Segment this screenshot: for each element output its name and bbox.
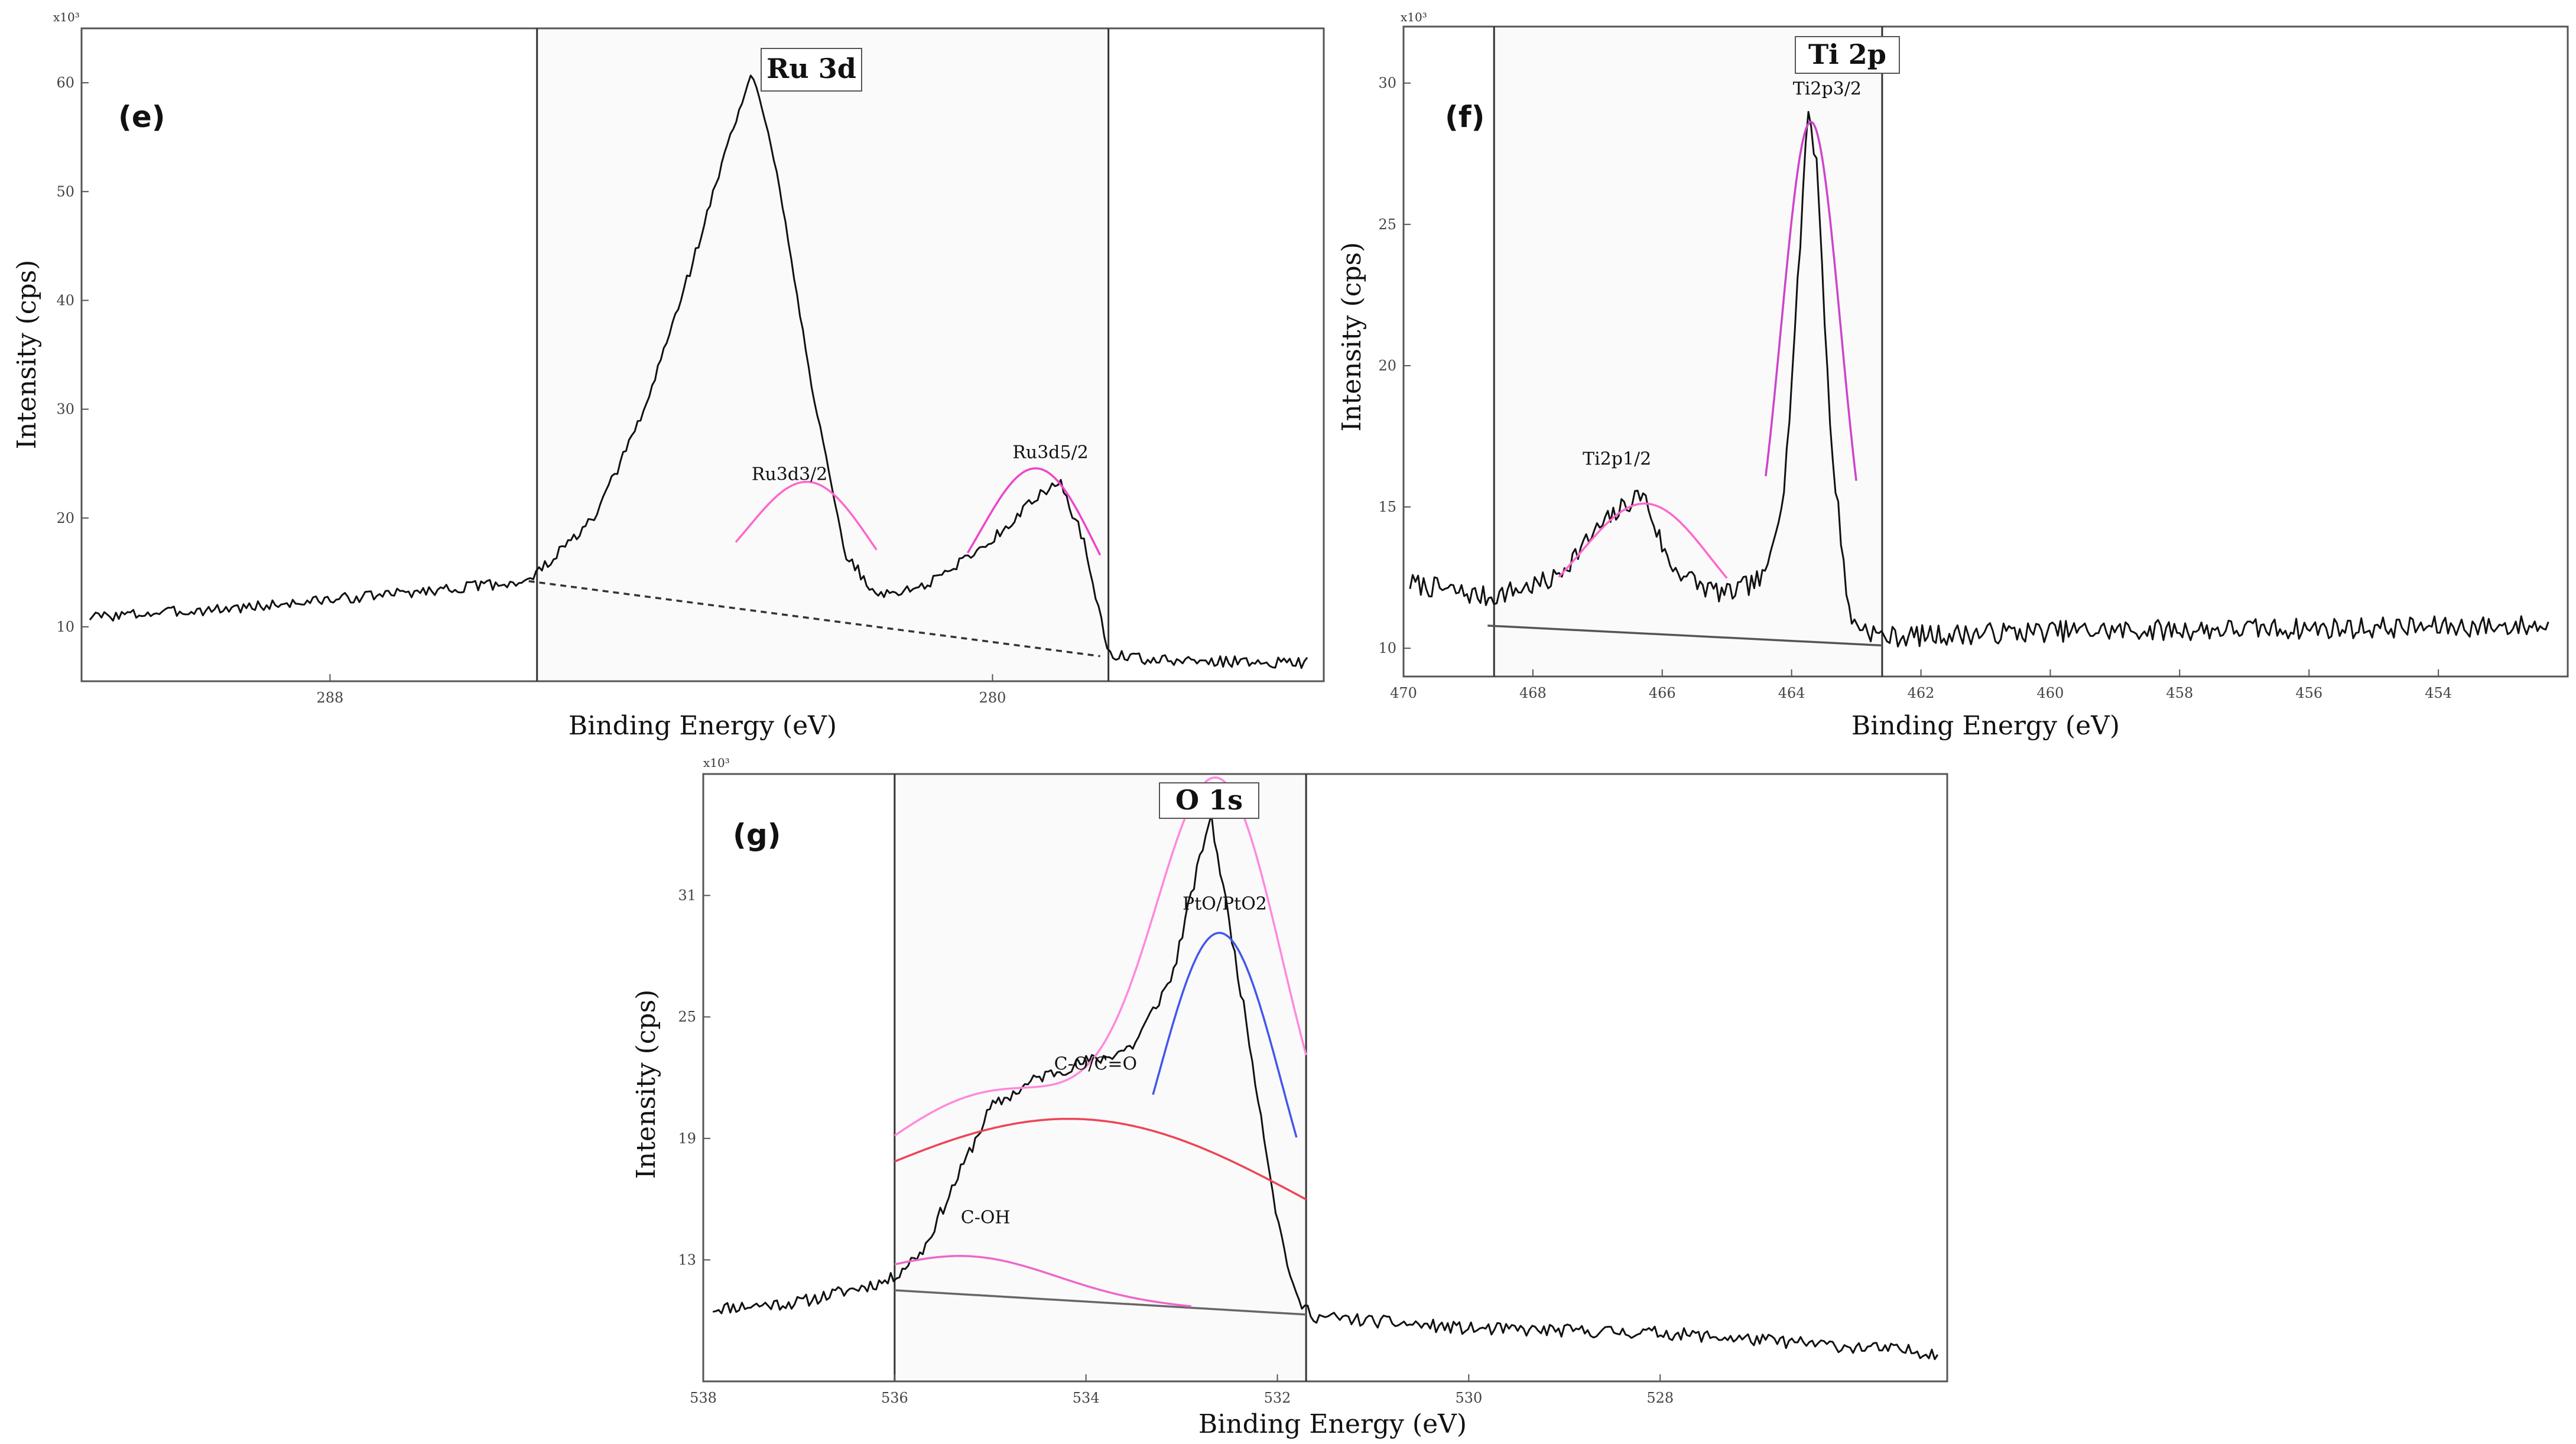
title-box <box>1159 782 1259 819</box>
y-tick-label: 15 <box>1378 499 1396 515</box>
peak-label: C-OH <box>961 1208 1011 1228</box>
x-tick-label: 532 <box>1264 1390 1291 1406</box>
tick-marks: 538 536 534 532 530 528 13 19 25 31 <box>678 887 1674 1406</box>
y-exponent-label: x10³ <box>53 10 80 24</box>
peak-annotations: Ru3d3/2 Ru3d5/2 <box>752 442 1089 484</box>
series-ru3d3-2 <box>735 480 878 551</box>
y-tick-label: 30 <box>56 401 74 418</box>
series-ti2p1-2 <box>1558 502 1728 579</box>
series-group <box>712 776 1939 1360</box>
panel-f-ti2p: 470 468 466 464 462 460 458 456 454 10 15 20 25 30 Ti… <box>1337 10 2569 741</box>
panel-g-o1s: 538 536 534 532 530 528 13 19 25 31 C-OH C-O/C=O Pt… <box>631 756 1948 1439</box>
x-tick-label: 462 <box>1908 685 1935 701</box>
y-tick-label: 10 <box>56 619 74 635</box>
x-tick-label: 470 <box>1390 685 1417 701</box>
x-tick-label: 528 <box>1646 1390 1674 1406</box>
x-axis-label: Binding Energy (eV) <box>1198 1409 1467 1439</box>
x-tick-label: 460 <box>2037 685 2064 701</box>
y-tick-label: 30 <box>1378 75 1396 92</box>
tick-marks: 288 280 10 20 30 40 50 60 <box>56 74 1006 706</box>
x-axis-label: Binding Energy (eV) <box>569 711 837 741</box>
peak-label: Ru3d3/2 <box>752 464 827 484</box>
peak-label: C-O/C=O <box>1054 1053 1137 1074</box>
peak-annotations: C-OH C-O/C=O PtO/PtO2 <box>961 894 1267 1228</box>
y-axis-label: Intensity (cps) <box>1337 242 1367 432</box>
x-axis-label: Binding Energy (eV) <box>1851 711 2120 741</box>
y-axis-label: Intensity (cps) <box>12 260 42 450</box>
plot-frame <box>702 773 1948 1383</box>
peak-label: Ti2p3/2 <box>1793 79 1862 99</box>
series-measured <box>89 74 1308 669</box>
y-tick-label: 10 <box>1378 640 1396 656</box>
peak-label: PtO/PtO2 <box>1183 894 1267 915</box>
y-tick-label: 25 <box>1378 216 1396 233</box>
tick-marks: 470 468 466 464 462 460 458 456 454 10 15 20 25 30 <box>1378 75 2452 701</box>
x-tick-label: 468 <box>1519 685 1547 701</box>
peak-label: Ti2p1/2 <box>1583 448 1651 469</box>
plot-frame <box>1402 25 2569 678</box>
fit-region-shading <box>537 28 1109 681</box>
title-box <box>1795 36 1900 74</box>
x-tick-label: 288 <box>316 690 343 706</box>
y-exponent-label: x10³ <box>1401 10 1427 24</box>
chart-title: O 1s <box>1175 784 1243 816</box>
x-tick-label: 280 <box>979 690 1006 706</box>
y-axis-label: Intensity (cps) <box>631 990 661 1179</box>
peak-annotations: Ti2p1/2 Ti2p3/2 <box>1583 79 1862 470</box>
fit-region-shading <box>894 774 1307 1381</box>
panel-letter: (e) <box>118 100 165 134</box>
y-tick-label: 50 <box>56 183 74 200</box>
series-baseline <box>1487 625 1882 647</box>
y-tick-label: 20 <box>56 510 74 526</box>
x-tick-label: 536 <box>881 1390 908 1406</box>
series-c-o-c-o <box>894 1117 1307 1201</box>
plot-frame <box>80 27 1325 682</box>
series-group <box>89 74 1308 669</box>
y-tick-label: 25 <box>678 1009 696 1025</box>
x-tick-label: 464 <box>1778 685 1805 701</box>
y-tick-label: 40 <box>56 292 74 308</box>
series-group <box>1409 110 2549 648</box>
x-tick-label: 454 <box>2425 685 2452 701</box>
peak-label: Ru3d5/2 <box>1012 442 1088 463</box>
panel-letter: (f) <box>1445 100 1484 134</box>
y-tick-label: 31 <box>678 887 696 904</box>
series-baseline <box>894 1289 1307 1316</box>
series-ru3d5-2 <box>966 467 1102 556</box>
series-ti2p3-2 <box>1765 121 1857 481</box>
x-tick-label: 456 <box>2295 685 2322 701</box>
y-tick-label: 20 <box>1378 357 1396 374</box>
series-c-oh <box>894 1255 1192 1308</box>
y-tick-label: 19 <box>678 1130 696 1147</box>
series-pto-pto2 <box>1152 932 1298 1138</box>
title-box <box>761 48 862 92</box>
y-tick-label: 60 <box>56 74 74 91</box>
x-tick-label: 530 <box>1455 1390 1482 1406</box>
y-exponent-label: x10³ <box>703 756 730 770</box>
x-tick-label: 458 <box>2166 685 2193 701</box>
chart-title: Ti 2p <box>1808 38 1886 70</box>
panel-letter: (g) <box>733 818 781 852</box>
series-baseline <box>528 580 1100 658</box>
x-tick-label: 466 <box>1649 685 1676 701</box>
x-tick-label: 534 <box>1073 1390 1100 1406</box>
y-tick-label: 13 <box>678 1251 696 1268</box>
x-tick-label: 538 <box>690 1390 717 1406</box>
chart-title: Ru 3d <box>766 53 856 84</box>
series-measured <box>1409 110 2549 648</box>
